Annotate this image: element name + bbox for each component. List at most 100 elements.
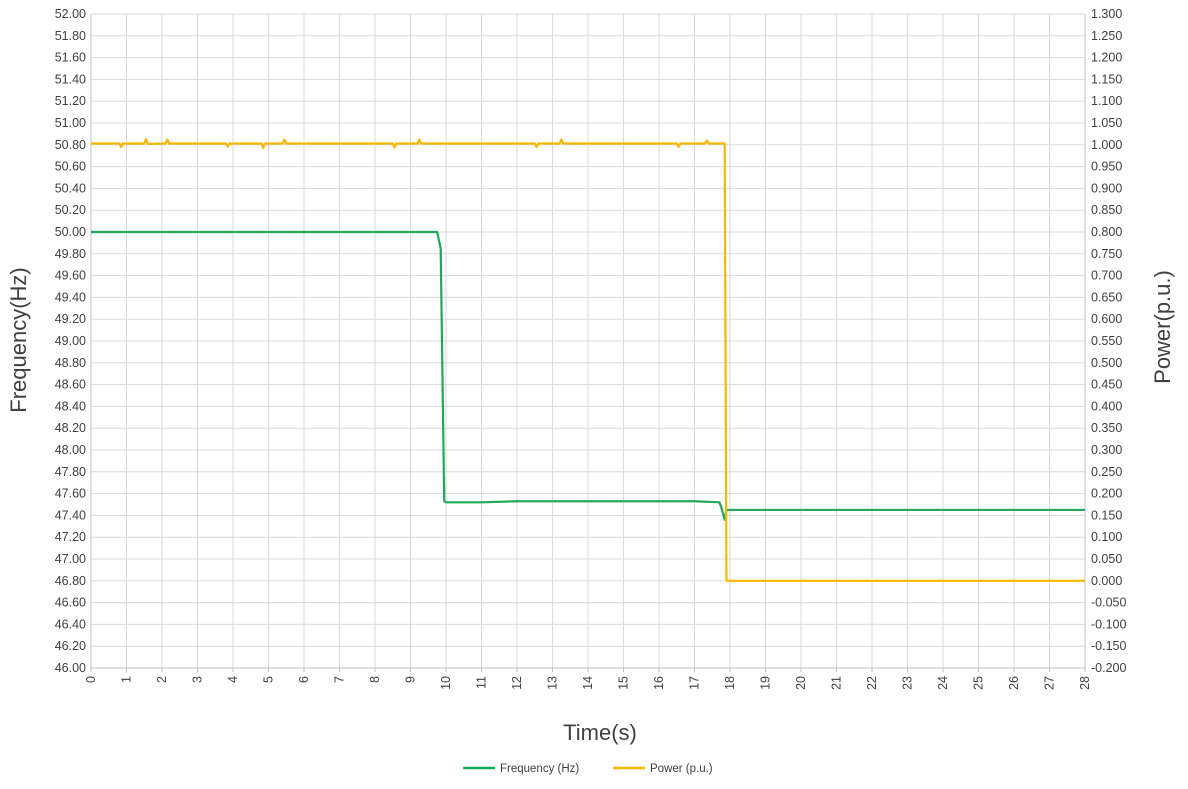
x-tick-label: 0 [84, 676, 98, 683]
x-tick-label: 5 [262, 676, 276, 683]
series-line-frequency [91, 230, 1085, 521]
y-tick-label: 49.80 [55, 247, 86, 261]
y2-tick-label: 0.900 [1091, 181, 1122, 195]
y2-tick-label: 1.200 [1091, 51, 1122, 65]
x-tick-label: 8 [368, 676, 382, 683]
x-tick-label: 4 [226, 676, 240, 683]
y2-tick-label: 0.700 [1091, 269, 1122, 283]
x-tick-label: 21 [830, 676, 844, 690]
x-tick-label: 27 [1043, 676, 1057, 690]
y-tick-label: 51.40 [55, 72, 86, 86]
x-tick-label: 12 [510, 676, 524, 690]
y-tick-label: 51.60 [55, 51, 86, 65]
legend-label-frequency: Frequency (Hz) [500, 763, 579, 775]
y2-tick-label: 0.200 [1091, 487, 1122, 501]
y-tick-label: 48.00 [55, 443, 86, 457]
y-tick-label: 51.80 [55, 29, 86, 43]
x-tick-label: 23 [901, 676, 915, 690]
series [91, 138, 1085, 582]
x-tick-label: 15 [617, 676, 631, 690]
x-tick-label: 16 [652, 676, 666, 690]
x-tick-label: 28 [1078, 676, 1092, 690]
y2-tick-label: 0.350 [1091, 421, 1122, 435]
y-tick-label: 47.80 [55, 465, 86, 479]
y-tick-label: 47.40 [55, 508, 86, 522]
y-tick-label: 46.80 [55, 574, 86, 588]
y-tick-label: 48.20 [55, 421, 86, 435]
axes [90, 14, 1086, 672]
y2-axis-title: Power(p.u.) [1150, 270, 1175, 384]
x-tick-label: 3 [191, 676, 205, 683]
x-tick-label: 14 [581, 676, 595, 690]
y2-tick-label: 0.500 [1091, 356, 1122, 370]
legend-label-power: Power (p.u.) [650, 763, 713, 775]
y2-tick-label: 0.000 [1091, 574, 1122, 588]
y-tick-label: 50.80 [55, 138, 86, 152]
y2-tick-label: 1.250 [1091, 29, 1122, 43]
y-tick-label: 50.00 [55, 225, 86, 239]
y-axis-title: Frequency(Hz) [6, 267, 31, 412]
y-tick-label: 46.00 [55, 661, 86, 675]
x-tick-label: 10 [439, 676, 453, 690]
y-tick-label: 48.40 [55, 399, 86, 413]
x-tick-label: 25 [972, 676, 986, 690]
y2-tick-label: 0.550 [1091, 334, 1122, 348]
series-line-power [91, 138, 1085, 582]
y-tick-label: 46.60 [55, 596, 86, 610]
x-tick-label: 22 [865, 676, 879, 690]
gridlines [90, 13, 1086, 669]
y-tick-label: 49.60 [55, 269, 86, 283]
x-tick-label: 13 [546, 676, 560, 690]
y2-tick-label: -0.200 [1091, 661, 1126, 675]
y-tick-label: 46.40 [55, 617, 86, 631]
x-tick-label: 2 [155, 676, 169, 683]
y-tick-label: 52.00 [55, 7, 86, 21]
tick-labels: 46.00 -0.200 46.20 -0.150 46.40 -0.100 46.60 -0… [55, 7, 1127, 690]
legend: Frequency (Hz) Power (p.u.) [463, 763, 713, 775]
x-tick-label: 18 [723, 676, 737, 690]
y-tick-label: 47.20 [55, 530, 86, 544]
x-tick-label: 9 [404, 676, 418, 683]
y2-tick-label: 0.600 [1091, 312, 1122, 326]
y-tick-label: 48.60 [55, 378, 86, 392]
y2-tick-label: -0.150 [1091, 639, 1126, 653]
y2-tick-label: 0.650 [1091, 290, 1122, 304]
y2-tick-label: 0.150 [1091, 508, 1122, 522]
y-tick-label: 50.20 [55, 203, 86, 217]
y2-tick-label: 0.750 [1091, 247, 1122, 261]
x-axis-title: Time(s) [563, 720, 637, 745]
x-tick-label: 24 [936, 676, 950, 690]
y2-tick-label: 1.050 [1091, 116, 1122, 130]
y2-tick-label: 0.300 [1091, 443, 1122, 457]
x-tick-label: 19 [759, 676, 773, 690]
x-tick-label: 26 [1007, 676, 1021, 690]
y-tick-label: 49.20 [55, 312, 86, 326]
y2-tick-label: -0.050 [1091, 596, 1126, 610]
y-tick-label: 51.20 [55, 94, 86, 108]
y2-tick-label: 1.300 [1091, 7, 1122, 21]
y2-tick-label: 1.100 [1091, 94, 1122, 108]
y2-tick-label: -0.100 [1091, 617, 1126, 631]
y2-tick-label: 0.850 [1091, 203, 1122, 217]
x-tick-label: 7 [333, 676, 347, 683]
y-tick-label: 49.40 [55, 290, 86, 304]
x-tick-label: 17 [688, 676, 702, 690]
y-tick-label: 49.00 [55, 334, 86, 348]
y-tick-label: 46.20 [55, 639, 86, 653]
x-tick-label: 11 [475, 676, 489, 689]
y2-tick-label: 0.100 [1091, 530, 1122, 544]
y-tick-label: 48.80 [55, 356, 86, 370]
y-tick-label: 50.60 [55, 160, 86, 174]
y2-tick-label: 0.400 [1091, 399, 1122, 413]
y-tick-label: 47.00 [55, 552, 86, 566]
y2-tick-label: 0.450 [1091, 378, 1122, 392]
y-tick-label: 47.60 [55, 487, 86, 501]
y-tick-label: 51.00 [55, 116, 86, 130]
x-tick-label: 20 [794, 676, 808, 690]
y-tick-label: 50.40 [55, 181, 86, 195]
y2-tick-label: 1.000 [1091, 138, 1122, 152]
y2-tick-label: 0.800 [1091, 225, 1122, 239]
x-tick-label: 6 [297, 676, 311, 683]
y2-tick-label: 0.250 [1091, 465, 1122, 479]
